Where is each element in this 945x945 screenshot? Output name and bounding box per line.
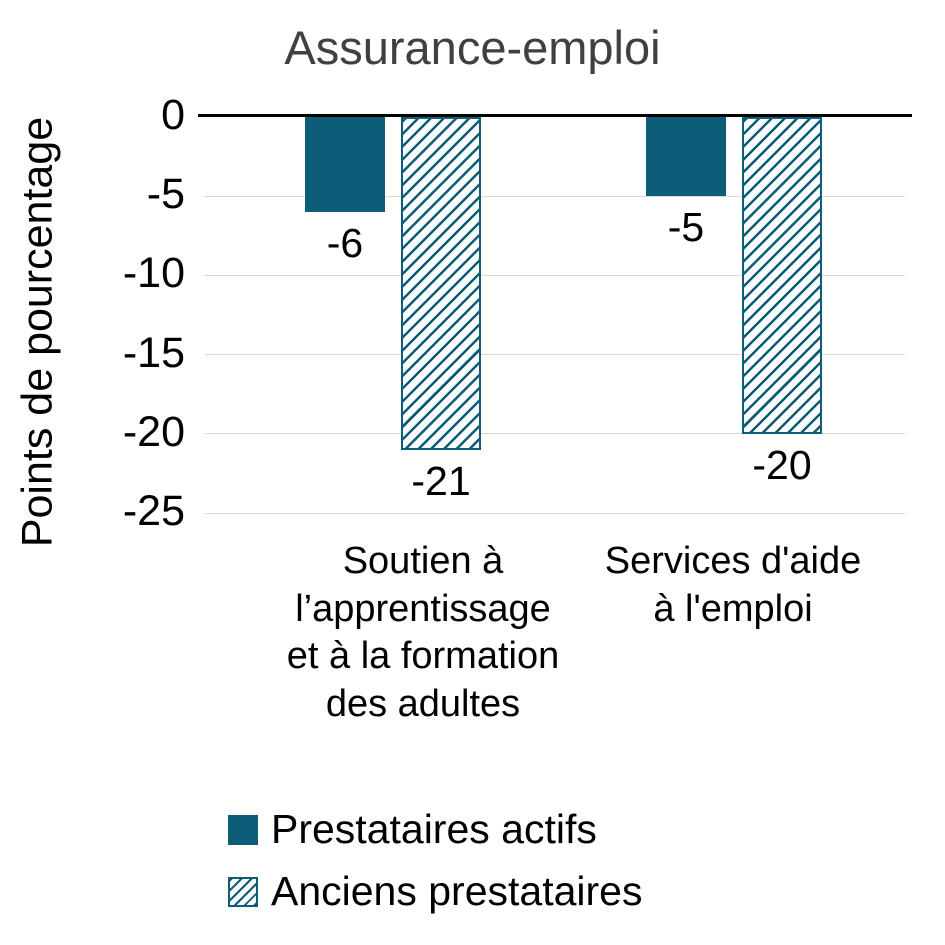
gridline <box>205 433 905 435</box>
legend-label: Anciens prestataires <box>271 868 643 914</box>
category-label: Services d'aide à l'emploi <box>523 538 943 633</box>
zero-axis-line <box>198 114 912 117</box>
solid-swatch-icon <box>228 814 258 845</box>
hatched-bar <box>742 117 822 434</box>
legend-item: Prestataires actifs <box>228 806 642 853</box>
bar-value-label: -21 <box>411 457 471 504</box>
solid-bar <box>305 117 385 213</box>
gridline <box>205 512 905 514</box>
hatched-bar <box>401 117 481 450</box>
hatched-swatch-icon <box>228 876 258 907</box>
solid-bar <box>646 117 726 197</box>
category-label-line: l’apprentissage <box>295 587 551 630</box>
legend-item: Anciens prestataires <box>228 868 642 915</box>
category-label-line: à l'emploi <box>653 587 813 630</box>
category-label-line: Services d'aide <box>604 540 862 582</box>
y-tick-label: -25 <box>122 487 185 535</box>
legend-label: Prestataires actifs <box>271 806 597 852</box>
y-tick-label: -10 <box>122 249 185 298</box>
category-label-line: et à la formation <box>286 635 560 677</box>
y-tick-label: -5 <box>146 170 185 219</box>
legend: Prestataires actifs Anciens prestataires <box>228 806 642 930</box>
gridline <box>205 354 905 356</box>
y-tick-label: -20 <box>122 407 185 456</box>
category-label: Soutien à l’apprentissage et à la formatio… <box>213 538 633 728</box>
y-tick-label: -15 <box>122 328 185 377</box>
gridline <box>205 274 905 276</box>
bar-value-label: -5 <box>667 204 705 251</box>
plot-area: -6 -5 -21 -20 <box>205 117 905 514</box>
bar-value-label: -20 <box>752 441 812 488</box>
chart-title: Assurance-emploi <box>284 21 661 74</box>
bar-value-label: -6 <box>326 220 364 267</box>
y-tick-label: 0 <box>161 91 185 139</box>
category-label-line: Soutien à <box>342 540 504 582</box>
gridline <box>205 195 905 197</box>
category-label-line: des adultes <box>325 682 521 725</box>
